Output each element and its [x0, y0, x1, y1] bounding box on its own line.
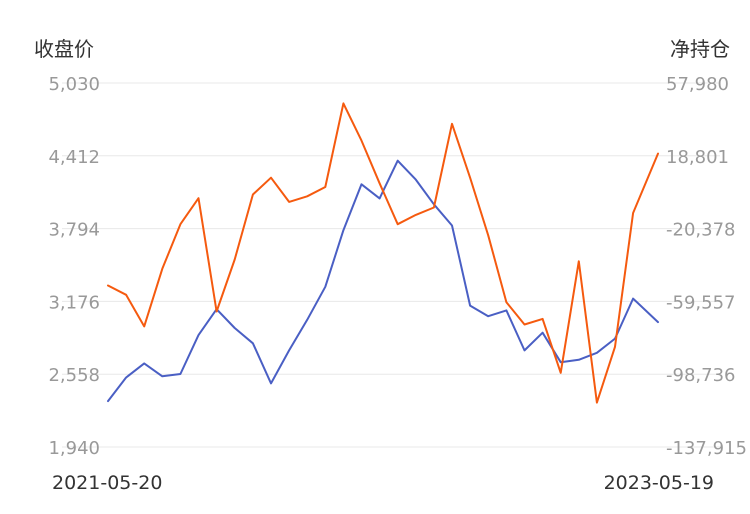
left-tick-label: 4,412: [48, 147, 100, 168]
right-tick-label: -59,557: [666, 292, 735, 313]
left-tick-label: 1,940: [48, 438, 100, 459]
right-axis-ticks: 57,980 18,801 -20,378 -59,557 -98,736 -137,91…: [666, 74, 747, 459]
series-line-net: [107, 102, 659, 404]
right-tick-label: 18,801: [666, 147, 729, 168]
right-tick-label: -98,736: [666, 365, 735, 386]
right-tick-label: -20,378: [666, 220, 735, 241]
left-axis-title: 收盘价: [34, 37, 94, 61]
left-tick-label: 3,176: [48, 292, 100, 313]
left-tick-label: 3,794: [48, 220, 100, 241]
series-line-close: [107, 159, 659, 403]
series-layer: [107, 102, 659, 404]
right-axis-title: 净持仓: [670, 37, 730, 61]
left-tick-label: 5,030: [48, 74, 100, 95]
left-axis-ticks: 5,030 4,412 3,794 3,176 2,558 1,940: [48, 74, 100, 459]
x-axis-end-label: 2023-05-19: [604, 472, 714, 494]
left-tick-label: 2,558: [48, 365, 100, 386]
grid-lines: [62, 82, 720, 448]
right-tick-label: 57,980: [666, 74, 729, 95]
right-tick-label: -137,915: [666, 438, 747, 459]
x-axis-start-label: 2021-05-20: [52, 472, 162, 494]
